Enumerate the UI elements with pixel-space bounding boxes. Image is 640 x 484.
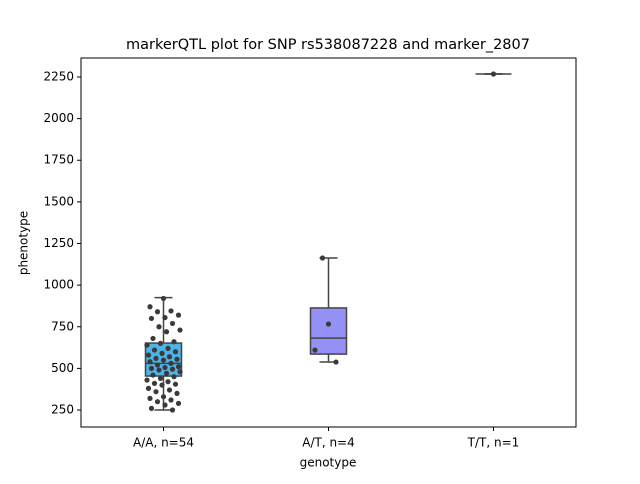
point xyxy=(147,304,153,310)
y-tick-label: 1000 xyxy=(43,278,74,292)
point xyxy=(157,340,164,347)
point xyxy=(154,399,161,405)
chart-title: markerQTL plot for SNP rs538087228 and m… xyxy=(126,37,530,53)
point xyxy=(163,370,170,376)
point xyxy=(165,345,171,352)
point xyxy=(166,387,173,393)
point xyxy=(490,71,497,77)
point xyxy=(166,354,173,360)
point xyxy=(177,327,183,333)
point xyxy=(162,314,168,321)
point xyxy=(165,379,171,385)
y-tick-label: 1750 xyxy=(43,153,74,167)
x-tick-label: T/T, n=1 xyxy=(467,436,520,450)
y-tick-label: 2250 xyxy=(43,69,74,83)
point xyxy=(159,350,165,356)
point xyxy=(172,381,179,387)
point xyxy=(319,255,326,261)
point xyxy=(147,395,153,401)
point xyxy=(151,347,158,353)
y-axis-label: phenotype xyxy=(17,211,31,275)
x-tick-label: A/A, n=54 xyxy=(133,436,194,450)
point xyxy=(160,394,167,400)
point xyxy=(174,390,180,396)
y-tick-label: 500 xyxy=(51,361,74,375)
point xyxy=(168,308,174,314)
point xyxy=(154,309,161,315)
point xyxy=(175,364,182,370)
point xyxy=(325,321,332,327)
point xyxy=(150,335,156,342)
point xyxy=(145,385,152,391)
point xyxy=(169,366,176,372)
point xyxy=(160,357,167,363)
point xyxy=(163,329,170,335)
y-tick-label: 1500 xyxy=(43,194,74,208)
point xyxy=(171,339,177,345)
point xyxy=(148,365,155,371)
x-tick-label: A/T, n=4 xyxy=(302,436,355,450)
y-tick-label: 250 xyxy=(51,403,74,417)
point xyxy=(154,362,161,368)
point xyxy=(168,360,174,366)
point xyxy=(150,372,156,378)
point xyxy=(156,367,162,373)
point xyxy=(177,369,183,375)
y-tick-label: 2000 xyxy=(43,111,74,125)
point xyxy=(175,400,182,406)
point xyxy=(162,364,168,371)
point xyxy=(151,380,158,386)
point xyxy=(145,352,152,358)
point xyxy=(312,347,318,353)
point xyxy=(174,356,180,362)
point xyxy=(144,377,150,383)
point xyxy=(333,359,339,365)
point xyxy=(169,320,176,327)
point xyxy=(153,389,159,395)
point xyxy=(156,324,162,330)
point xyxy=(175,312,182,318)
plot-frame xyxy=(80,57,577,428)
point xyxy=(148,315,155,322)
point xyxy=(157,375,164,381)
point xyxy=(148,405,155,411)
point xyxy=(171,374,177,380)
point xyxy=(159,382,165,388)
y-tick-label: 1250 xyxy=(43,236,74,250)
point xyxy=(168,397,174,403)
point xyxy=(160,295,167,302)
point xyxy=(162,402,168,408)
x-axis-label: genotype xyxy=(300,456,357,470)
point xyxy=(153,355,159,361)
y-tick-label: 750 xyxy=(51,319,74,333)
point xyxy=(169,407,176,413)
point xyxy=(172,349,179,355)
point xyxy=(147,359,153,365)
point xyxy=(144,342,150,348)
box xyxy=(309,307,348,355)
